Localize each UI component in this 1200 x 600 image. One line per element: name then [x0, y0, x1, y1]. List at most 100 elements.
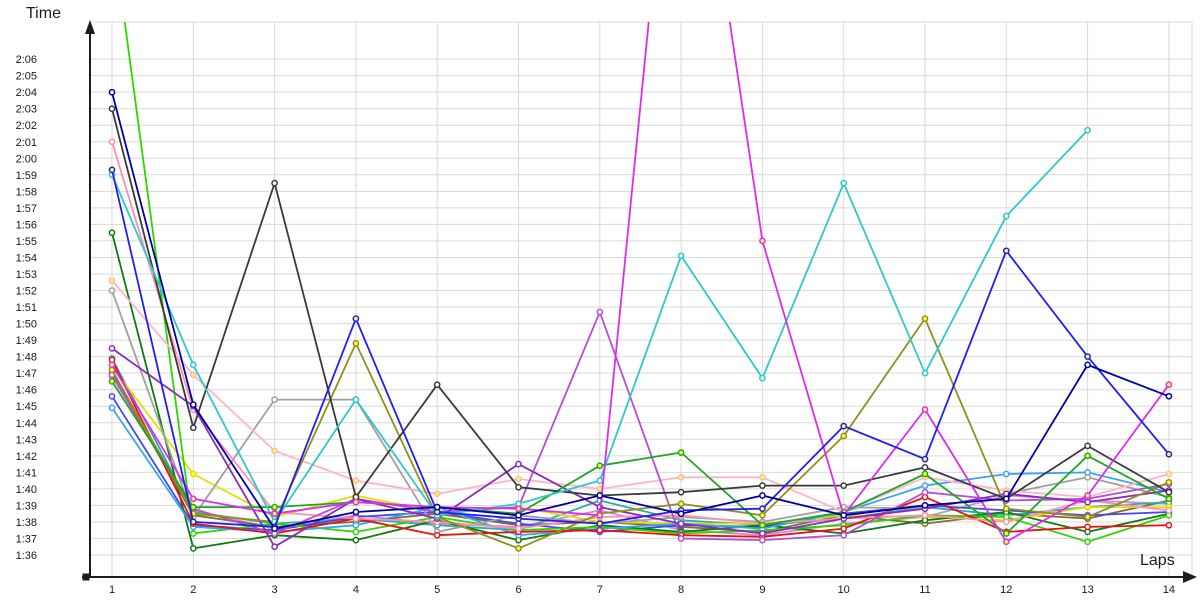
series-turquoise-marker — [352, 396, 360, 403]
series-darkgreen-marker — [108, 229, 116, 237]
y-tick-label: 2:06 — [16, 54, 37, 66]
series-lightpink-marker — [677, 473, 685, 481]
series-navy-marker — [1165, 392, 1173, 400]
series-olive-marker — [759, 511, 766, 519]
series-mediumblue-line — [111, 395, 1169, 533]
y-tick-label: 1:37 — [16, 533, 37, 545]
series-layer — [108, 22, 1173, 552]
x-axis-arrow — [1183, 571, 1197, 583]
series-turquoise-marker — [189, 361, 197, 369]
x-tick-label: 12 — [1000, 584, 1012, 596]
series-blue-marker — [921, 455, 929, 463]
series-red-marker — [433, 531, 441, 539]
y-tick-label: 1:40 — [16, 484, 37, 496]
x-axis-title: Laps — [1140, 552, 1175, 569]
series-olive-marker — [1002, 505, 1010, 513]
y-tick-label: 2:02 — [16, 120, 37, 132]
series-purple-marker — [515, 460, 522, 468]
series-turquoise-marker — [1084, 126, 1091, 134]
series-magenta-marker — [189, 495, 197, 503]
series-gray-marker — [271, 396, 278, 403]
series-blue — [108, 166, 1173, 531]
y-tick-label: 1:41 — [16, 467, 37, 479]
series-green-marker — [921, 470, 929, 478]
series-magenta-marker — [921, 406, 929, 413]
series-lightpink-marker — [189, 371, 197, 379]
series-turquoise-marker — [596, 477, 604, 484]
series-lightpink-marker — [433, 490, 441, 498]
series-pink-marker — [921, 511, 929, 519]
series-darkgreen-marker — [189, 545, 197, 552]
x-tick-label: 14 — [1163, 584, 1175, 596]
y-tick-label: 1:49 — [16, 335, 37, 347]
x-tick-label: 3 — [272, 584, 278, 596]
series-skyblue-marker — [921, 482, 929, 489]
series-magenta-marker — [108, 361, 116, 369]
series-orchid-marker — [677, 535, 685, 542]
series-purple-marker — [108, 345, 116, 352]
series-darkgreen-line — [111, 232, 1170, 550]
x-tick-label: 4 — [353, 584, 359, 596]
series-navy-marker — [189, 401, 197, 408]
series-red-marker — [1084, 523, 1091, 531]
series-black-marker — [108, 105, 116, 113]
y-tick-label: 1:45 — [16, 401, 37, 413]
series-magenta-marker — [1084, 492, 1091, 499]
series-blue-marker — [189, 518, 197, 526]
series-lime-marker — [1084, 538, 1091, 546]
series-lightpink-marker — [1165, 470, 1173, 478]
series-navy-marker — [271, 525, 278, 532]
series-red-line — [111, 359, 1169, 538]
series-lightpink-marker — [108, 277, 116, 284]
y-tick-label: 1:38 — [16, 517, 37, 529]
series-green-marker — [596, 462, 604, 470]
series-gray-marker — [108, 287, 116, 294]
series-magenta-marker — [596, 511, 604, 519]
series-black — [108, 105, 1173, 503]
series-black-marker — [677, 488, 685, 496]
series-navy-marker — [596, 492, 604, 499]
y-tick-label: 2:01 — [16, 137, 37, 149]
series-green-marker — [189, 503, 197, 511]
series-green-marker — [759, 521, 766, 529]
series-olive-marker — [515, 545, 522, 552]
series-orchid-marker — [596, 308, 604, 316]
y-tick-label: 1:48 — [16, 352, 37, 364]
series-black-marker — [433, 381, 441, 389]
series-green-marker — [108, 378, 116, 385]
series-orchid-marker — [759, 536, 766, 544]
series-magenta-marker — [759, 237, 766, 245]
series-lime — [123, 22, 1173, 546]
series-skyblue-marker — [352, 521, 360, 529]
series-blue-marker — [1165, 450, 1173, 458]
y-tick-label: 1:36 — [16, 550, 37, 562]
series-olive-marker — [352, 340, 360, 347]
series-green-marker — [677, 449, 685, 456]
series-lime-marker — [189, 530, 197, 537]
series-turquoise-marker — [921, 369, 929, 377]
series-lightpink-marker — [515, 475, 522, 483]
series-orchid-marker — [921, 488, 929, 496]
axes — [82, 32, 1186, 578]
y-tick-label: 1:58 — [16, 186, 37, 198]
series-green-marker — [1002, 530, 1010, 537]
series-magenta-marker — [1165, 381, 1173, 389]
series-black-line — [111, 108, 1170, 500]
y-tick-label: 1:55 — [16, 236, 37, 248]
series-blue-marker — [1084, 353, 1091, 360]
series-navy-line — [111, 91, 1170, 530]
series-blue-marker — [352, 315, 360, 322]
series-blue-marker — [840, 422, 848, 430]
series-navy-marker — [921, 502, 929, 509]
series-blue-marker — [759, 505, 766, 513]
series-purple-marker — [677, 520, 685, 527]
series-black-marker — [921, 464, 929, 471]
y-tick-label: 1:52 — [16, 286, 37, 298]
series-red-marker — [596, 526, 604, 534]
y-tick-label: 1:57 — [16, 203, 37, 215]
series-darkgreen — [108, 229, 1173, 552]
series-magenta-marker — [271, 510, 278, 518]
series-black-marker — [840, 482, 848, 489]
series-olive-marker — [1084, 513, 1091, 521]
